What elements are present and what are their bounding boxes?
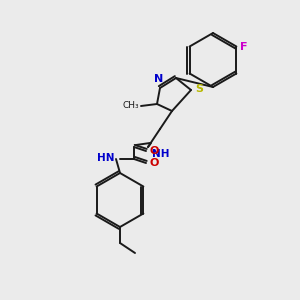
Text: CH₃: CH₃ (122, 101, 139, 110)
Text: F: F (240, 41, 248, 52)
Text: O: O (150, 158, 159, 168)
Text: HN: HN (97, 153, 114, 163)
Text: S: S (195, 84, 203, 94)
Text: NH: NH (152, 149, 169, 159)
Text: N: N (154, 74, 164, 84)
Text: O: O (150, 146, 159, 156)
